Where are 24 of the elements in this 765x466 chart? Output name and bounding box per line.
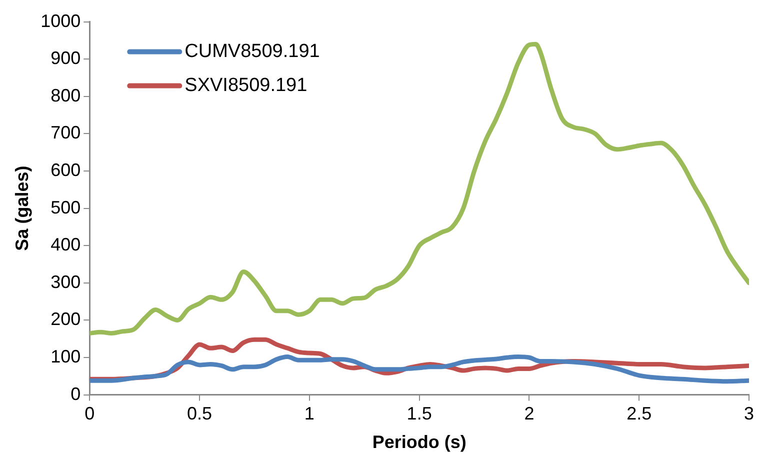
- x-tick-label: 0.5: [187, 404, 212, 424]
- y-tick-label: 100: [50, 346, 81, 366]
- line-series: [90, 42, 749, 336]
- y-tick-label: 0: [70, 384, 81, 404]
- x-tick-label: 0: [84, 404, 95, 424]
- x-tick-label: 2.5: [626, 404, 652, 424]
- y-tick-label: 900: [50, 48, 81, 68]
- y-axis-title: Sa (gales): [12, 166, 32, 251]
- x-tick-label: 1: [304, 404, 314, 424]
- x-tick-label: 3: [744, 404, 754, 424]
- y-tick-label: 700: [50, 122, 81, 143]
- y-tick-label: 600: [50, 160, 81, 180]
- x-axis-title: Periodo (s): [372, 432, 466, 452]
- x-tick-label: 1.5: [406, 404, 432, 424]
- y-tick-label: 800: [50, 85, 81, 106]
- y-tick-label: 500: [50, 197, 81, 218]
- x-tick-label: 2: [524, 404, 534, 424]
- y-tick-label: 300: [50, 272, 81, 292]
- y-tick-label: 400: [50, 234, 81, 255]
- legend-label: CUMV8509.191: [184, 41, 320, 62]
- legend-label: SXVI8509.191: [184, 75, 308, 96]
- y-tick-label: 200: [50, 309, 81, 330]
- y-tick-label: 1000: [40, 10, 81, 31]
- line-series: [90, 354, 749, 384]
